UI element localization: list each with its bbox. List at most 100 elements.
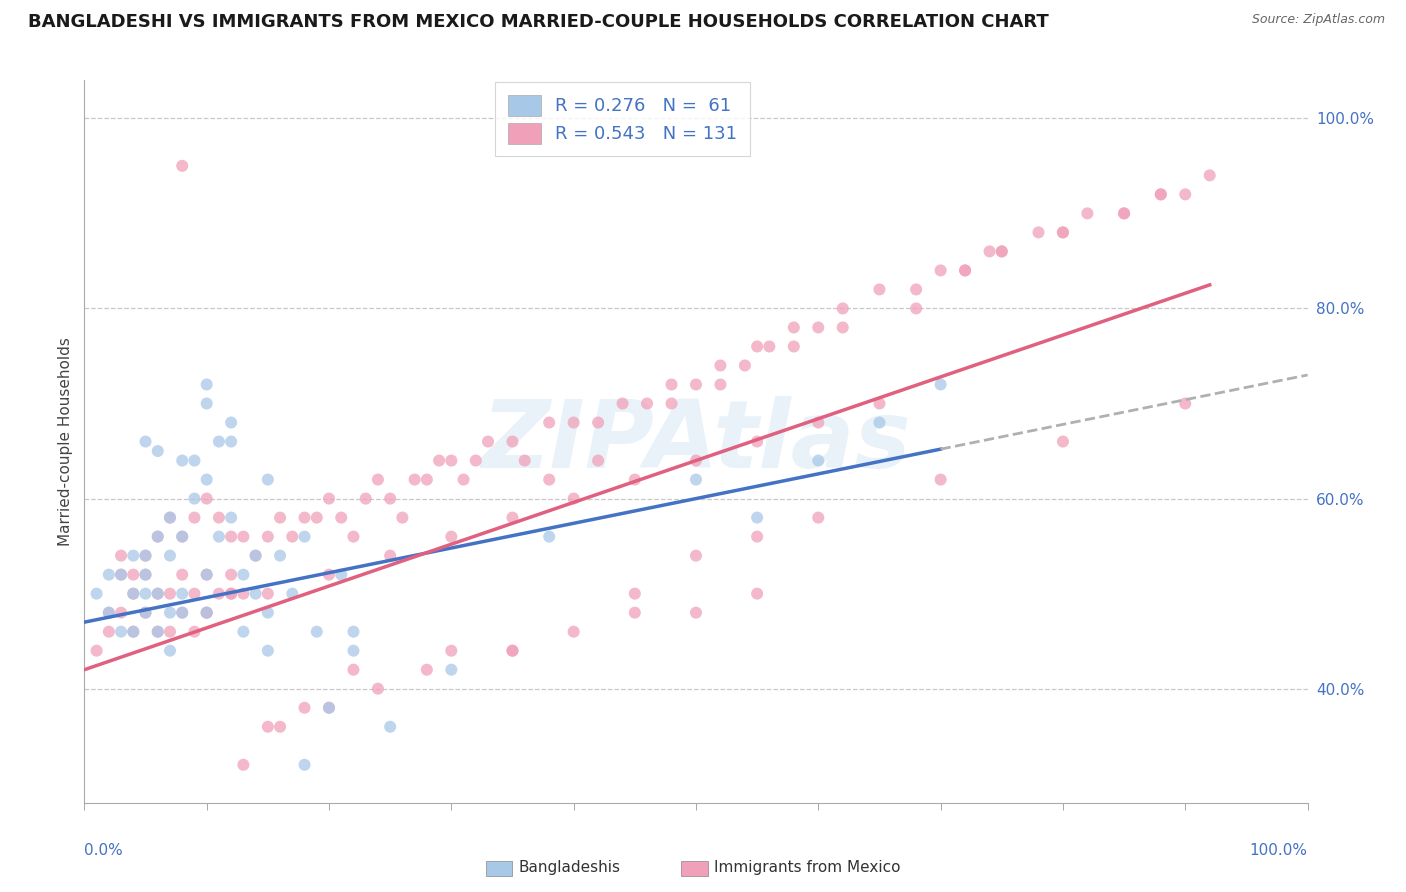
Point: [122, 567, 145, 582]
Point: [342, 624, 364, 639]
Point: [195, 606, 218, 620]
Point: [159, 510, 181, 524]
Point: [807, 320, 830, 334]
Point: [110, 567, 132, 582]
Point: [219, 587, 242, 601]
Point: [1052, 434, 1074, 449]
Point: [281, 530, 304, 544]
Point: [208, 434, 231, 449]
Point: [183, 491, 205, 506]
Point: [416, 473, 439, 487]
Point: [562, 491, 585, 506]
Point: [1114, 206, 1136, 220]
Point: [1174, 396, 1197, 410]
Point: [685, 453, 707, 467]
Point: [219, 434, 242, 449]
Point: [1150, 187, 1173, 202]
Legend: R = 0.276   N =  61, R = 0.543   N = 131: R = 0.276 N = 61, R = 0.543 N = 131: [495, 82, 749, 156]
Point: [709, 377, 731, 392]
Point: [172, 159, 194, 173]
Point: [135, 606, 157, 620]
Point: [195, 606, 218, 620]
Point: [342, 530, 364, 544]
Text: 100.0%: 100.0%: [1250, 843, 1308, 857]
Point: [318, 700, 340, 714]
Point: [257, 606, 280, 620]
Point: [1114, 206, 1136, 220]
Point: [685, 377, 707, 392]
Point: [586, 416, 609, 430]
Point: [783, 320, 806, 334]
Point: [404, 473, 426, 487]
Point: [685, 473, 707, 487]
Point: [135, 549, 157, 563]
Point: [562, 416, 585, 430]
Point: [367, 681, 389, 696]
Point: [586, 453, 609, 467]
Point: [464, 453, 486, 467]
Point: [122, 587, 145, 601]
Point: [453, 473, 475, 487]
Point: [807, 453, 830, 467]
Point: [257, 720, 280, 734]
Point: [305, 624, 328, 639]
Y-axis label: Married-couple Households: Married-couple Households: [58, 337, 73, 546]
Point: [380, 720, 402, 734]
Point: [110, 624, 132, 639]
Text: Source: ZipAtlas.com: Source: ZipAtlas.com: [1251, 13, 1385, 27]
Point: [831, 301, 853, 316]
Point: [831, 320, 853, 334]
Point: [122, 624, 145, 639]
Point: [807, 416, 830, 430]
Point: [172, 567, 194, 582]
Point: [110, 549, 132, 563]
Point: [219, 416, 242, 430]
Point: [991, 244, 1014, 259]
Point: [624, 473, 647, 487]
Point: [219, 587, 242, 601]
Point: [416, 663, 439, 677]
Text: 0.0%: 0.0%: [84, 843, 124, 857]
Point: [146, 530, 169, 544]
Point: [294, 530, 316, 544]
Point: [110, 567, 132, 582]
Point: [1174, 187, 1197, 202]
Point: [905, 301, 928, 316]
Point: [97, 606, 120, 620]
Point: [734, 359, 756, 373]
Point: [195, 377, 218, 392]
Point: [929, 263, 952, 277]
Point: [219, 510, 242, 524]
Point: [661, 396, 683, 410]
Point: [135, 587, 157, 601]
Point: [219, 567, 242, 582]
Point: [869, 282, 891, 296]
Point: [97, 567, 120, 582]
Point: [122, 549, 145, 563]
Point: [354, 491, 377, 506]
Point: [783, 339, 806, 353]
Point: [232, 624, 254, 639]
Point: [1028, 226, 1050, 240]
Point: [122, 624, 145, 639]
Point: [110, 606, 132, 620]
Point: [502, 510, 524, 524]
Point: [97, 624, 120, 639]
Point: [624, 606, 647, 620]
Point: [232, 567, 254, 582]
Text: Bangladeshis: Bangladeshis: [519, 860, 620, 875]
Point: [245, 549, 267, 563]
Point: [391, 510, 413, 524]
Point: [538, 530, 561, 544]
Point: [232, 530, 254, 544]
Point: [146, 444, 169, 458]
Point: [146, 587, 169, 601]
Point: [269, 720, 291, 734]
Point: [294, 510, 316, 524]
Point: [747, 587, 769, 601]
Point: [294, 700, 316, 714]
Point: [380, 491, 402, 506]
Point: [869, 396, 891, 410]
Text: BANGLADESHI VS IMMIGRANTS FROM MEXICO MARRIED-COUPLE HOUSEHOLDS CORRELATION CHAR: BANGLADESHI VS IMMIGRANTS FROM MEXICO MA…: [28, 13, 1049, 31]
Point: [929, 473, 952, 487]
